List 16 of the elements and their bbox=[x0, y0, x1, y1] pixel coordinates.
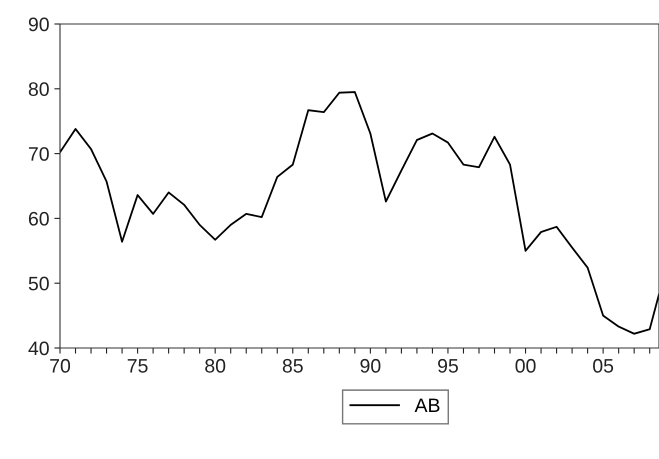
x-tick-label: 90 bbox=[360, 358, 380, 373]
y-tick-label: 90 bbox=[28, 17, 49, 32]
x-tick-label: 70 bbox=[50, 358, 70, 373]
x-tick-label: 05 bbox=[593, 358, 614, 373]
x-tick-label: 75 bbox=[128, 359, 148, 373]
y-tick-label: 50 bbox=[28, 276, 49, 290]
legend-label: AB bbox=[414, 398, 440, 412]
y-tick-label: 60 bbox=[28, 212, 49, 226]
line-series bbox=[60, 91, 659, 335]
y-tick-label: 40 bbox=[28, 341, 49, 356]
x-tick-label: 80 bbox=[205, 358, 226, 373]
y-tick-label: 80 bbox=[28, 82, 49, 96]
x-tick-label: 00 bbox=[515, 358, 536, 373]
x-tick-label: 85 bbox=[282, 358, 303, 373]
x-tick-label: 95 bbox=[438, 358, 458, 373]
y-tick-label: 70 bbox=[28, 147, 49, 161]
